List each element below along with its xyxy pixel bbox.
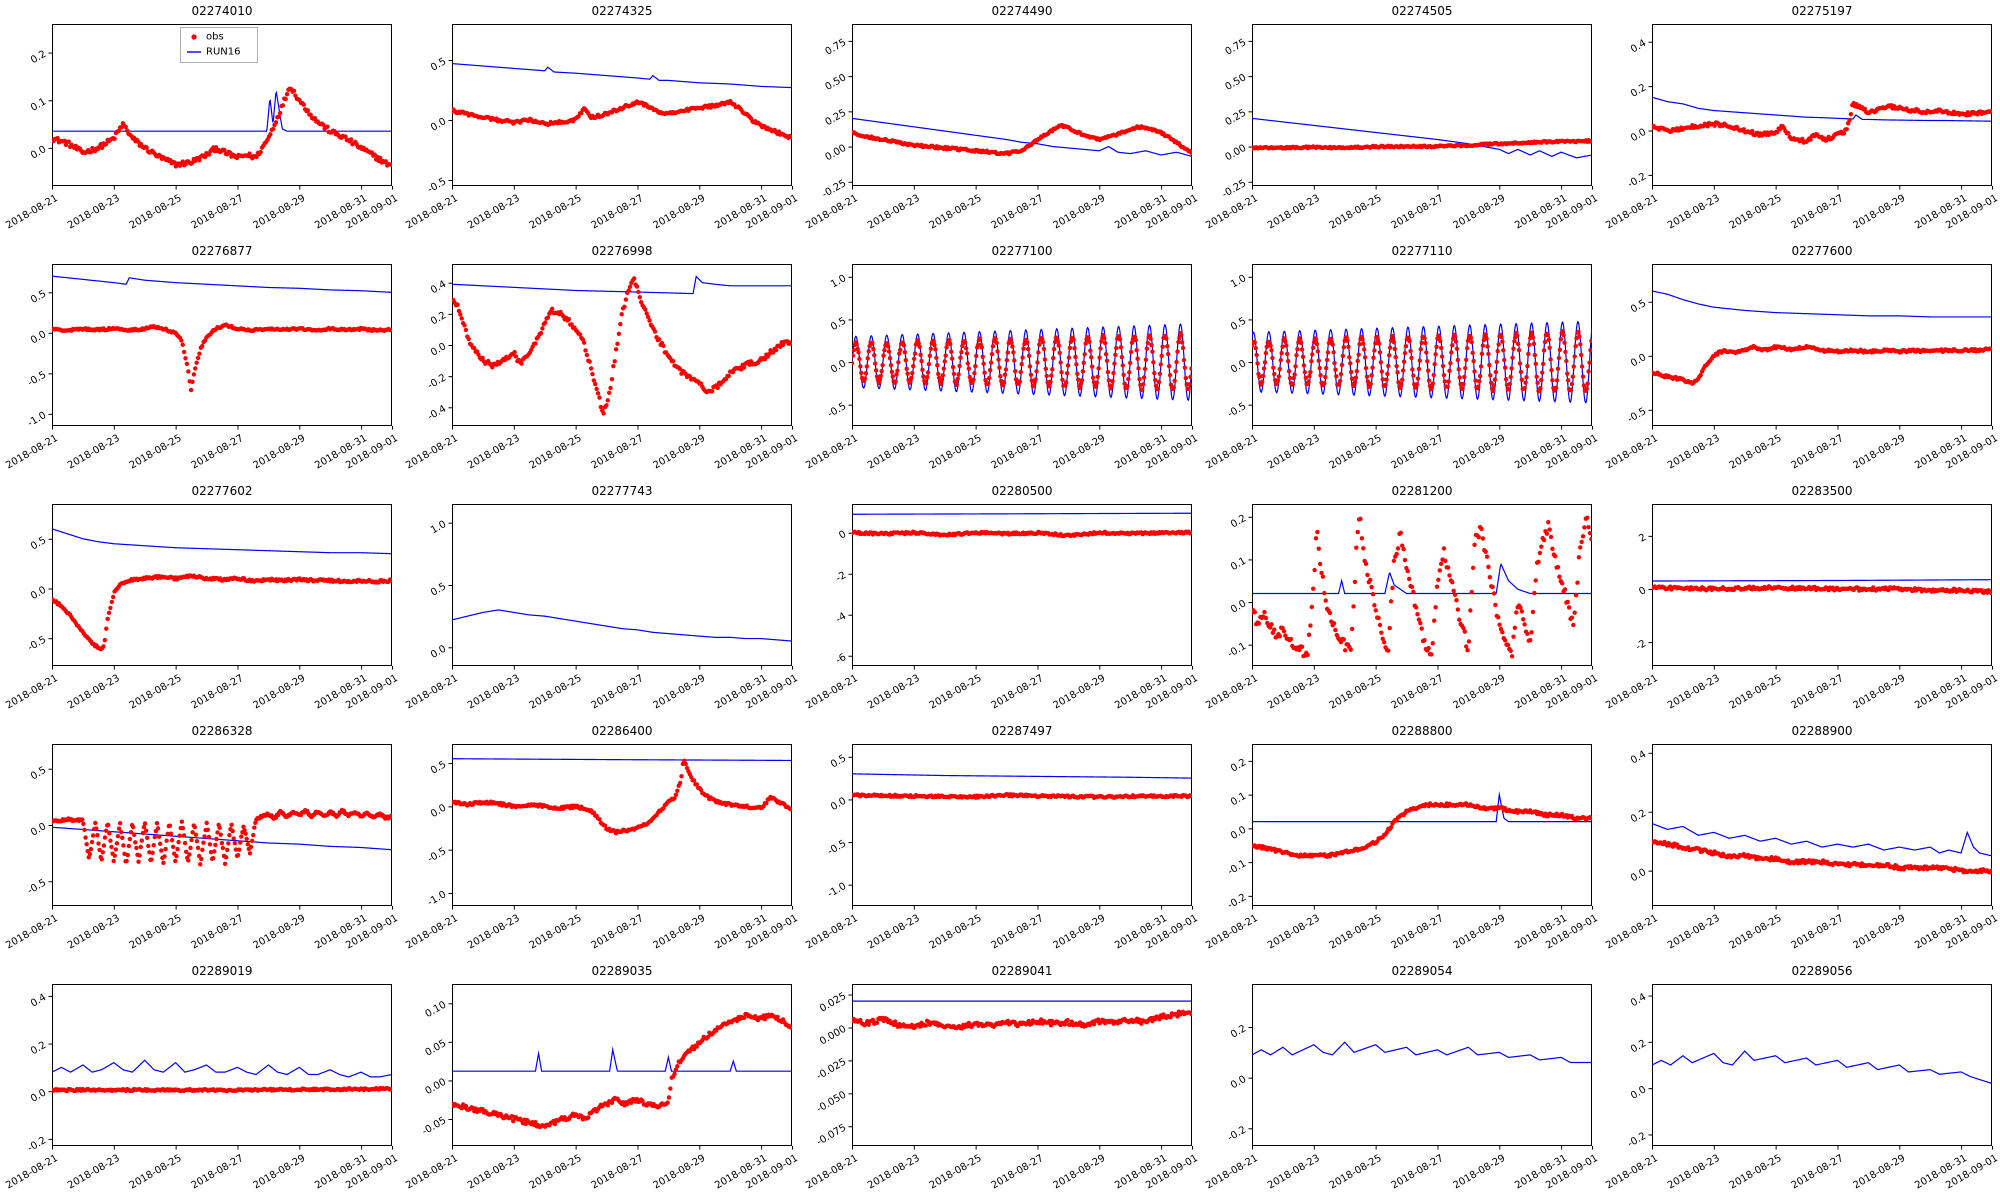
subplot-02286328 <box>0 720 400 960</box>
subplot-02289056 <box>1600 960 2000 1200</box>
subplot-02280500 <box>800 480 1200 720</box>
subplot-02274490 <box>800 0 1200 240</box>
subplot-02289041 <box>800 960 1200 1200</box>
subplot-02277602 <box>0 480 400 720</box>
chart-canvas-02274490 <box>800 0 1200 240</box>
chart-canvas-02277743 <box>400 480 800 720</box>
subplot-02274505 <box>1200 0 1600 240</box>
chart-canvas-02288900 <box>1600 720 2000 960</box>
subplot-02281200 <box>1200 480 1600 720</box>
subplot-02288900 <box>1600 720 2000 960</box>
subplot-02274010 <box>0 0 400 240</box>
chart-canvas-02289041 <box>800 960 1200 1200</box>
chart-canvas-02281200 <box>1200 480 1600 720</box>
subplot-02274325 <box>400 0 800 240</box>
subplot-02277600 <box>1600 240 2000 480</box>
subplot-02286400 <box>400 720 800 960</box>
chart-canvas-02277602 <box>0 480 400 720</box>
subplot-02276877 <box>0 240 400 480</box>
subplot-02288800 <box>1200 720 1600 960</box>
chart-canvas-02280500 <box>800 480 1200 720</box>
chart-canvas-02286400 <box>400 720 800 960</box>
chart-canvas-02274505 <box>1200 0 1600 240</box>
subplot-02277110 <box>1200 240 1600 480</box>
subplot-02289035 <box>400 960 800 1200</box>
subplot-02287497 <box>800 720 1200 960</box>
subplot-02277743 <box>400 480 800 720</box>
subplot-02283500 <box>1600 480 2000 720</box>
chart-canvas-02283500 <box>1600 480 2000 720</box>
chart-canvas-02275197 <box>1600 0 2000 240</box>
chart-canvas-02288800 <box>1200 720 1600 960</box>
chart-canvas-02274010 <box>0 0 400 240</box>
chart-canvas-02287497 <box>800 720 1200 960</box>
chart-canvas-02274325 <box>400 0 800 240</box>
chart-canvas-02277600 <box>1600 240 2000 480</box>
chart-canvas-02277100 <box>800 240 1200 480</box>
chart-canvas-02277110 <box>1200 240 1600 480</box>
chart-canvas-02289019 <box>0 960 400 1200</box>
subplot-02275197 <box>1600 0 2000 240</box>
chart-canvas-02286328 <box>0 720 400 960</box>
subplot-02289054 <box>1200 960 1600 1200</box>
chart-canvas-02289054 <box>1200 960 1600 1200</box>
subplot-02289019 <box>0 960 400 1200</box>
subplot-02277100 <box>800 240 1200 480</box>
chart-canvas-02289056 <box>1600 960 2000 1200</box>
chart-canvas-02276998 <box>400 240 800 480</box>
chart-canvas-02289035 <box>400 960 800 1200</box>
subplot-02276998 <box>400 240 800 480</box>
chart-canvas-02276877 <box>0 240 400 480</box>
